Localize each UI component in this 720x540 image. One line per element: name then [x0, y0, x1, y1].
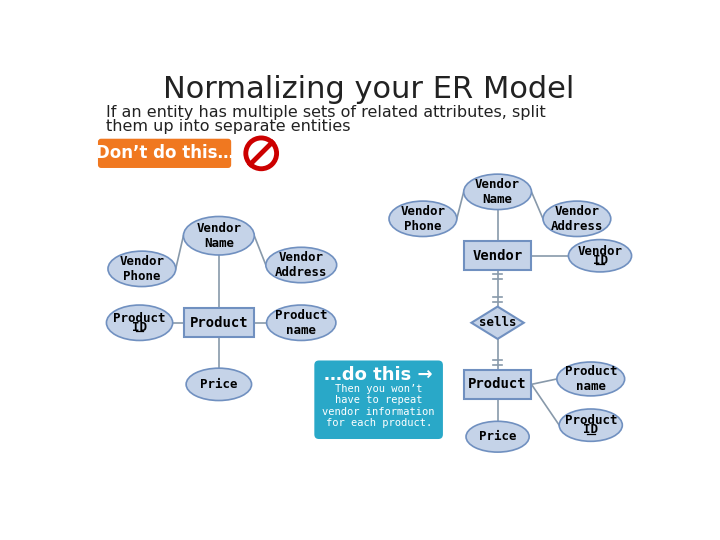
- FancyBboxPatch shape: [98, 139, 231, 168]
- Text: Vendor
Name: Vendor Name: [475, 178, 520, 206]
- FancyBboxPatch shape: [315, 361, 443, 439]
- Text: Vendor
Phone: Vendor Phone: [120, 255, 164, 283]
- Text: Price: Price: [479, 430, 516, 443]
- Ellipse shape: [568, 240, 631, 272]
- Text: …do this →: …do this →: [324, 366, 433, 384]
- Text: sells: sells: [479, 316, 516, 329]
- Ellipse shape: [266, 247, 337, 283]
- Text: If an entity has multiple sets of related attributes, split: If an entity has multiple sets of relate…: [106, 105, 546, 120]
- Text: Product
name: Product name: [564, 365, 617, 393]
- Ellipse shape: [543, 201, 611, 237]
- Text: ID: ID: [132, 321, 147, 334]
- Ellipse shape: [186, 368, 251, 401]
- Ellipse shape: [466, 421, 529, 452]
- Ellipse shape: [464, 174, 531, 210]
- Text: Vendor
Address: Vendor Address: [275, 251, 328, 279]
- Ellipse shape: [559, 409, 622, 441]
- Text: Then you won’t
have to repeat
vendor information
for each product.: Then you won’t have to repeat vendor inf…: [323, 383, 435, 428]
- Text: Price: Price: [200, 378, 238, 391]
- Ellipse shape: [108, 251, 176, 287]
- Text: Vendor
Address: Vendor Address: [551, 205, 603, 233]
- Ellipse shape: [266, 305, 336, 340]
- Ellipse shape: [107, 305, 173, 340]
- Text: Vendor: Vendor: [472, 249, 523, 263]
- FancyBboxPatch shape: [464, 241, 531, 271]
- Text: Product
name: Product name: [275, 309, 328, 337]
- Text: Vendor: Vendor: [577, 245, 623, 258]
- Text: Product: Product: [189, 316, 248, 330]
- Text: Vendor
Name: Vendor Name: [197, 222, 241, 249]
- Text: ID: ID: [593, 254, 608, 267]
- FancyBboxPatch shape: [464, 370, 531, 399]
- Text: Product: Product: [564, 414, 617, 427]
- Text: Don’t do this…: Don’t do this…: [96, 144, 233, 163]
- Text: Vendor
Phone: Vendor Phone: [400, 205, 446, 233]
- Polygon shape: [472, 307, 523, 339]
- Ellipse shape: [389, 201, 456, 237]
- Text: ID: ID: [583, 423, 598, 436]
- Text: Product: Product: [113, 312, 166, 325]
- Text: Product: Product: [468, 377, 527, 392]
- FancyBboxPatch shape: [184, 308, 253, 338]
- Text: them up into separate entities: them up into separate entities: [106, 119, 350, 134]
- Text: Normalizing your ER Model: Normalizing your ER Model: [163, 75, 575, 104]
- Ellipse shape: [184, 217, 254, 255]
- Ellipse shape: [557, 362, 625, 396]
